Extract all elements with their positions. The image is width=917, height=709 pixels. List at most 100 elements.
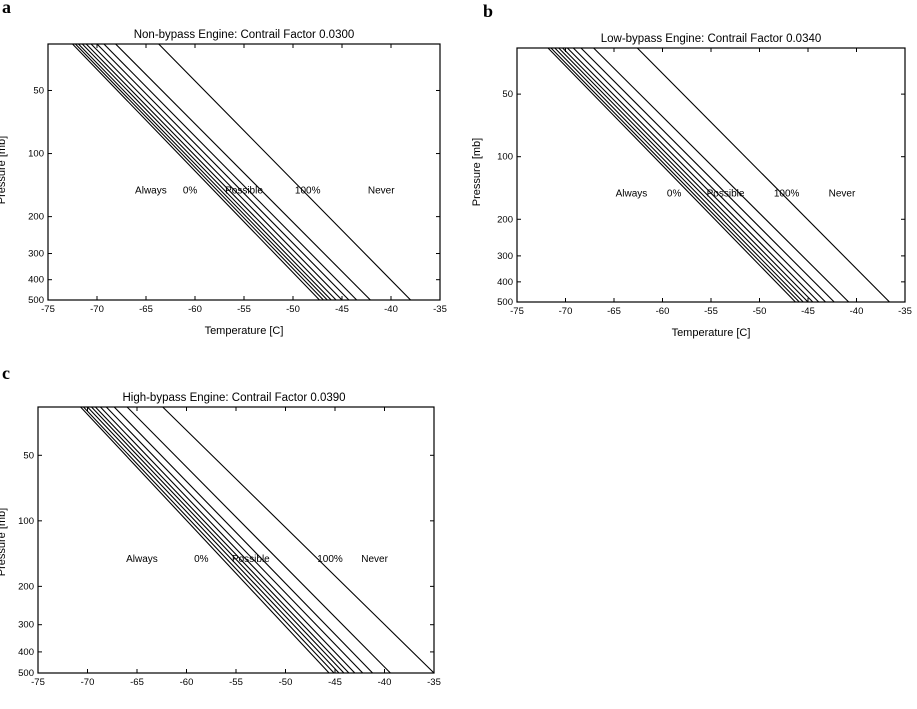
contrail-curves (72, 43, 411, 301)
y-tick-label: 300 (497, 251, 513, 262)
x-tick-label: -40 (850, 306, 864, 317)
x-tick-label: -65 (130, 677, 144, 688)
y-tick-label: 300 (28, 249, 44, 260)
x-tick-label: -45 (328, 677, 342, 688)
axis-ticks: -75 -70 -65 -60 -55 -50 -45 -40 -35 50 100 200 300 40… (28, 44, 447, 315)
y-tick-label: 200 (18, 581, 34, 592)
contrail-curve-10 (158, 43, 411, 301)
x-tick-label: -60 (180, 677, 194, 688)
contrail-curve-3 (554, 47, 804, 303)
y-tick-label: 500 (18, 668, 34, 679)
x-axis-label: Temperature [C] (672, 327, 751, 339)
chart-c: High-bypass Engine: Contrail Factor 0.03… (0, 392, 441, 688)
contrail-curve-5 (562, 47, 814, 303)
chart-a: Non-bypass Engine: Contrail Factor 0.030… (0, 29, 447, 337)
contrail-curve-6 (100, 406, 356, 674)
chart-b: Low-bypass Engine: Contrail Factor 0.034… (471, 33, 912, 339)
y-axis-label: Pressure [mb] (0, 508, 8, 576)
x-tick-label: -75 (31, 677, 45, 688)
contrail-curve-5 (95, 406, 350, 674)
x-tick-label: -55 (229, 677, 243, 688)
panel-letter-b: b (483, 1, 493, 21)
contrail-curve-6 (90, 43, 343, 301)
x-tick-label: -35 (433, 304, 447, 315)
x-tick-label: -60 (656, 306, 670, 317)
panel-letter-c: c (2, 363, 10, 383)
region-labels: Always 0% Possible 100% Never (126, 554, 388, 565)
contrail-curve-2 (75, 43, 324, 301)
x-tick-label: -70 (90, 304, 104, 315)
contrail-curve-7 (105, 406, 364, 674)
region-labels: Always 0% Possible 100% Never (616, 188, 856, 199)
x-tick-label: -50 (286, 304, 300, 315)
contrail-curve-1 (80, 406, 330, 674)
region-label-possible: Possible (232, 554, 270, 565)
contrail-curve-6 (567, 47, 820, 303)
y-tick-label: 400 (18, 647, 34, 658)
axis-ticks: -75 -70 -65 -60 -55 -50 -45 -40 -35 50 100 200 300 40… (497, 48, 912, 317)
chart-title: Non-bypass Engine: Contrail Factor 0.030… (134, 29, 355, 41)
y-tick-label: 200 (28, 212, 44, 223)
y-tick-label: 100 (18, 516, 34, 527)
region-label-100pct: 100% (295, 185, 321, 196)
x-tick-label: -65 (139, 304, 153, 315)
contrail-curve-3 (87, 406, 340, 674)
region-label-100pct: 100% (774, 188, 800, 199)
y-tick-label: 400 (28, 275, 44, 286)
y-tick-label: 50 (502, 89, 513, 100)
plot-frame (516, 47, 906, 303)
contrail-curve-4 (91, 406, 345, 674)
x-tick-label: -40 (384, 304, 398, 315)
y-tick-label: 100 (497, 152, 513, 163)
contrail-curve-4 (81, 43, 332, 301)
panel-letter-a: a (2, 0, 11, 17)
x-tick-label: -65 (607, 306, 621, 317)
plot-frame (37, 406, 435, 674)
contrail-curve-8 (113, 406, 373, 674)
x-tick-label: -35 (427, 677, 441, 688)
x-tick-label: -45 (335, 304, 349, 315)
contrail-curve-2 (550, 47, 800, 303)
contrail-curve-4 (558, 47, 809, 303)
y-tick-label: 400 (497, 277, 513, 288)
y-tick-label: 50 (33, 85, 44, 96)
y-tick-label: 500 (28, 295, 44, 306)
x-tick-label: -70 (559, 306, 573, 317)
contrail-curve-7 (572, 47, 826, 303)
x-tick-label: -45 (801, 306, 815, 317)
region-label-always: Always (126, 554, 158, 565)
region-label-100pct: 100% (317, 554, 343, 565)
chart-title: Low-bypass Engine: Contrail Factor 0.034… (601, 33, 822, 45)
x-tick-label: -55 (237, 304, 251, 315)
region-labels: Always 0% Possible 100% Never (135, 185, 395, 196)
contrail-curve-2 (83, 406, 335, 674)
x-tick-label: -35 (898, 306, 912, 317)
y-tick-label: 50 (23, 450, 34, 461)
y-tick-label: 200 (497, 214, 513, 225)
x-tick-label: -40 (378, 677, 392, 688)
contrail-curve-8 (103, 43, 358, 301)
region-label-always: Always (616, 188, 648, 199)
region-label-never: Never (368, 185, 395, 196)
y-axis-label: Pressure [mb] (471, 138, 483, 206)
y-axis-label: Pressure [mb] (0, 136, 8, 204)
region-label-0pct: 0% (667, 188, 682, 199)
region-label-0pct: 0% (194, 554, 209, 565)
contrail-curve-9 (126, 406, 391, 674)
contrail-curve-5 (85, 43, 337, 301)
x-tick-label: -70 (81, 677, 95, 688)
contrail-curve-1 (547, 47, 796, 303)
region-label-possible: Possible (225, 185, 263, 196)
contrail-curve-1 (72, 43, 320, 301)
x-tick-label: -75 (510, 306, 524, 317)
x-tick-label: -60 (188, 304, 202, 315)
contrail-curve-9 (115, 43, 371, 301)
y-tick-label: 100 (28, 149, 44, 160)
contrail-curves (80, 406, 435, 674)
contrail-curve-8 (580, 47, 835, 303)
plot-frame (47, 43, 441, 301)
contrail-curve-10 (636, 47, 890, 303)
x-tick-label: -50 (753, 306, 767, 317)
y-tick-label: 500 (497, 297, 513, 308)
